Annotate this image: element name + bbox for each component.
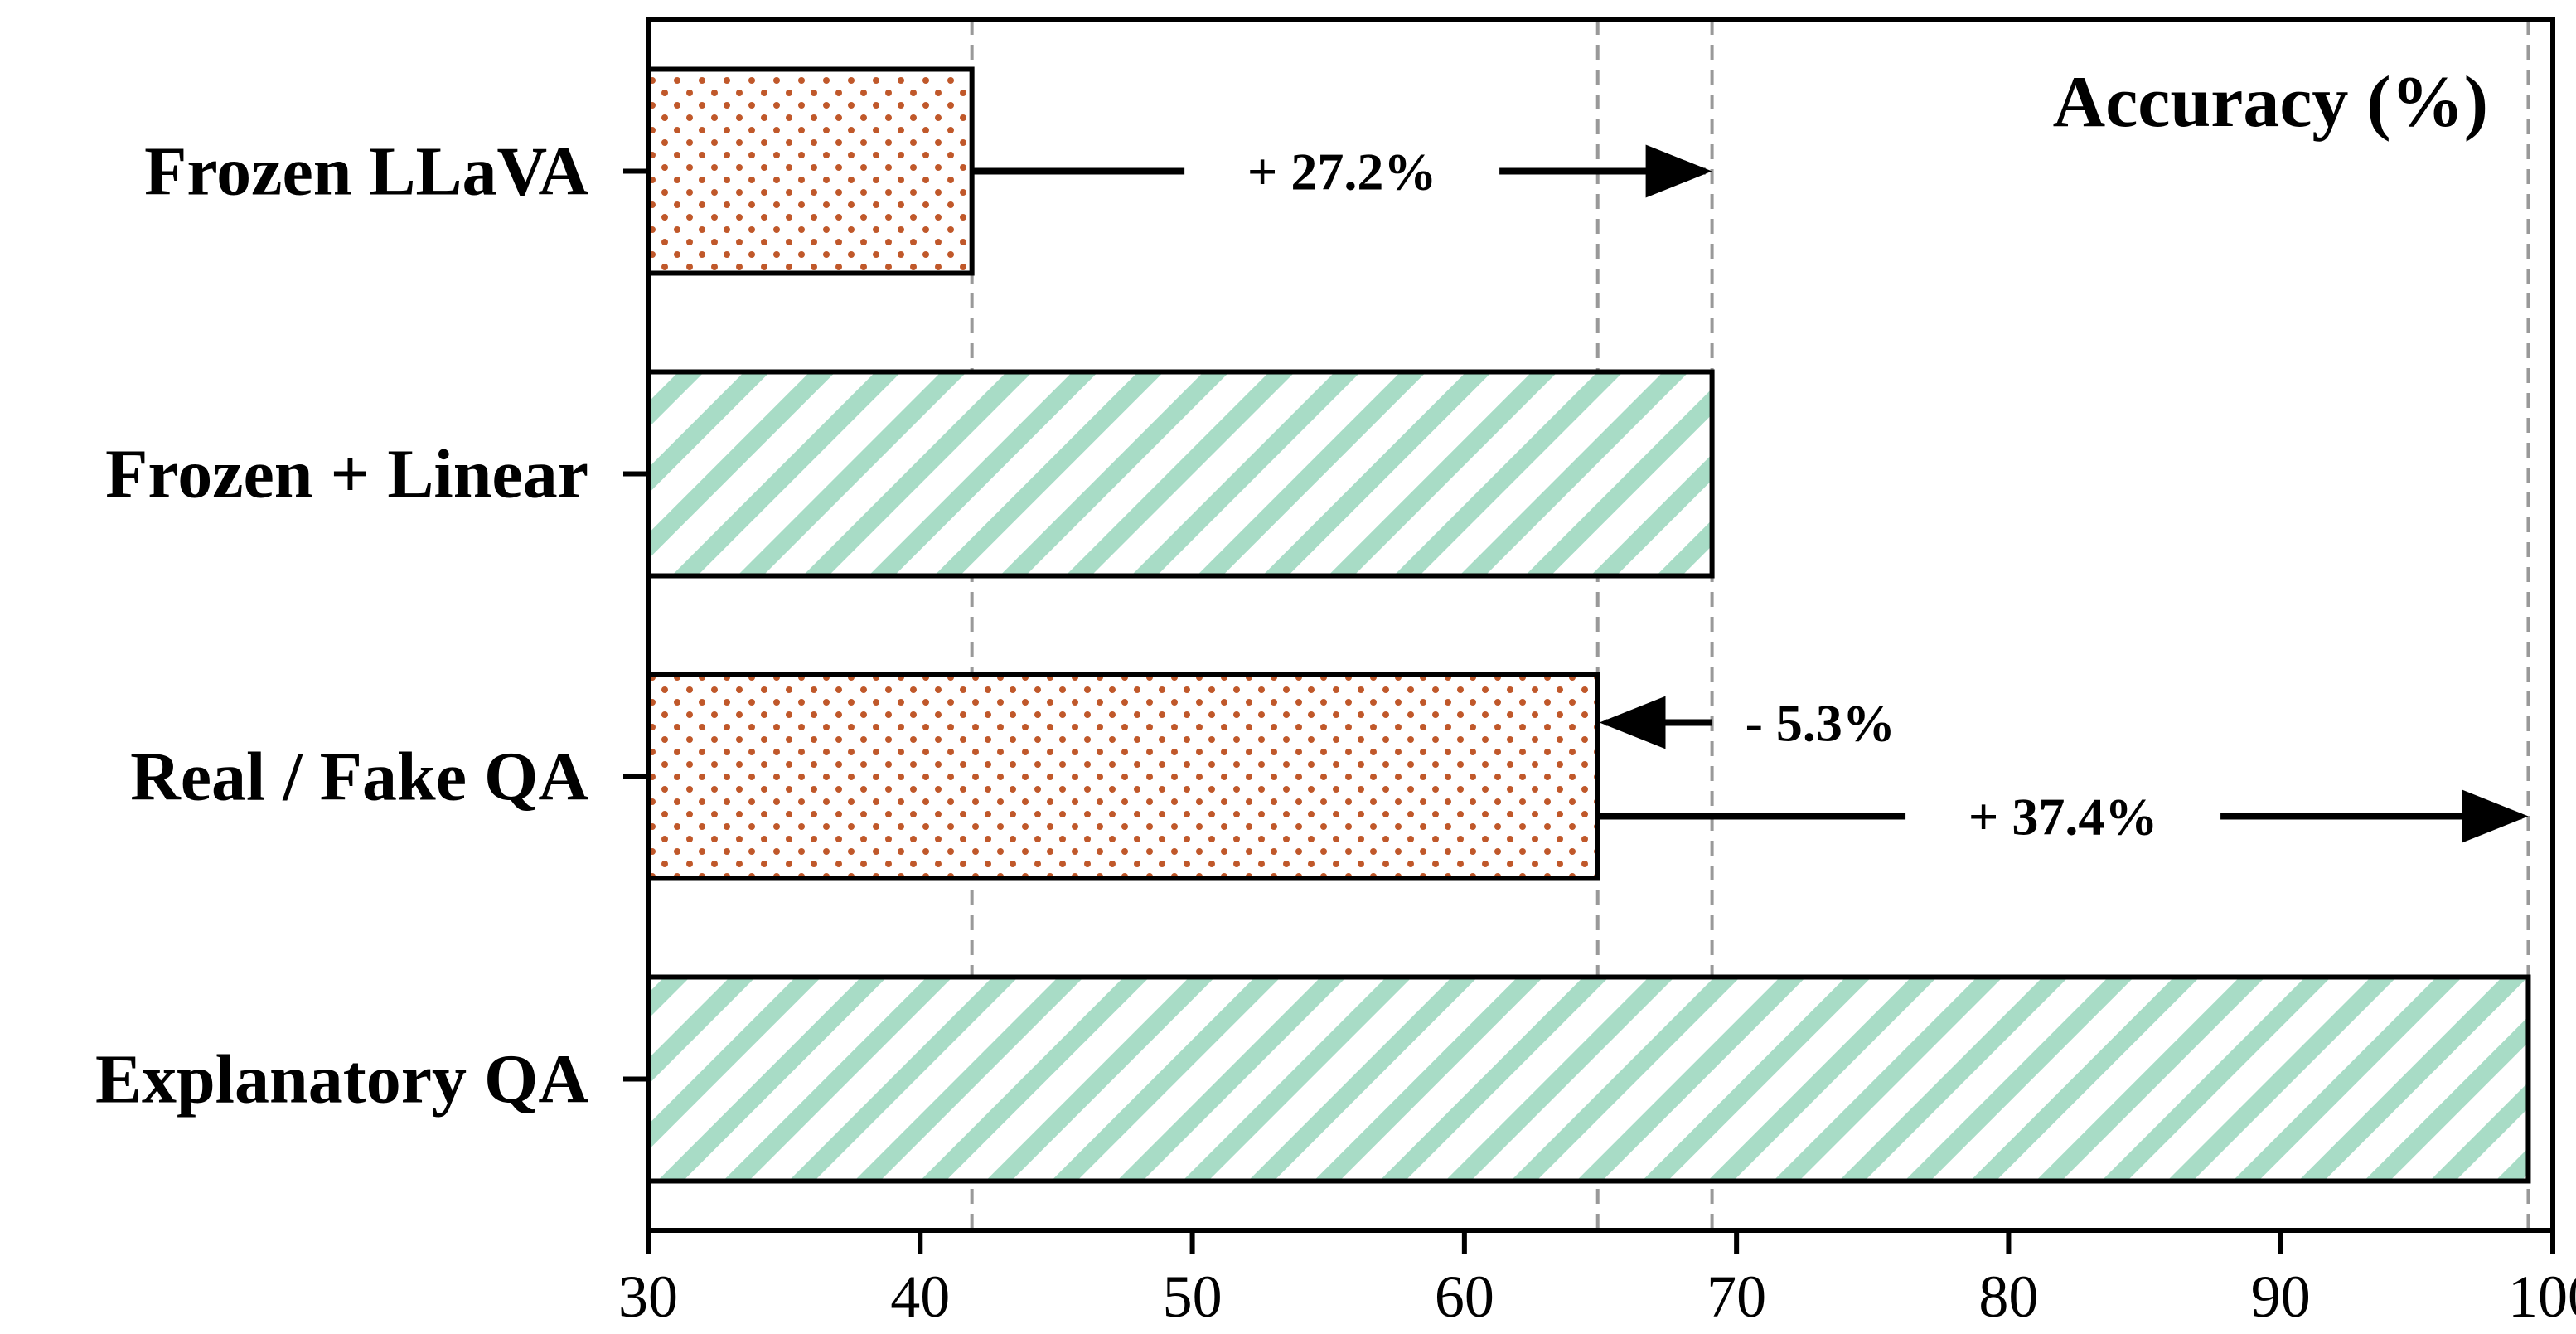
x-tick-label: 80 [1978,1264,2038,1330]
annotation-label: + 37.4% [1968,788,2157,846]
category-label: Frozen LLaVA [144,133,588,211]
category-label: Explanatory QA [95,1041,588,1118]
annotation-label: - 5.3% [1746,694,1896,753]
y-axis: Frozen LLaVA Frozen + Linear Real / Fake Q… [95,133,648,1118]
bar [646,369,1715,579]
annotations: + 27.2% - 5.3% + 37.4% [971,143,2529,846]
x-tick-label: 70 [1707,1264,1766,1330]
x-tick-label: 40 [890,1264,950,1330]
plot-frame [646,17,2555,1233]
annotation-label: + 27.2% [1247,143,1436,201]
bars [646,66,2531,1184]
x-tick-label: 50 [1163,1264,1223,1330]
bar [646,672,1600,881]
chart-title: Accuracy (%) [2053,62,2488,143]
x-tick-label: 30 [618,1264,678,1330]
x-tick-label: 60 [1435,1264,1494,1330]
category-label: Frozen + Linear [105,436,588,513]
x-tick-label: 100 [2508,1264,2576,1330]
x-tick-label: 90 [2251,1264,2311,1330]
category-label: Real / Fake QA [130,739,588,816]
bar [646,974,2531,1184]
x-axis: 30 40 50 60 70 80 90 100 [618,1230,2576,1330]
bar [646,66,975,276]
